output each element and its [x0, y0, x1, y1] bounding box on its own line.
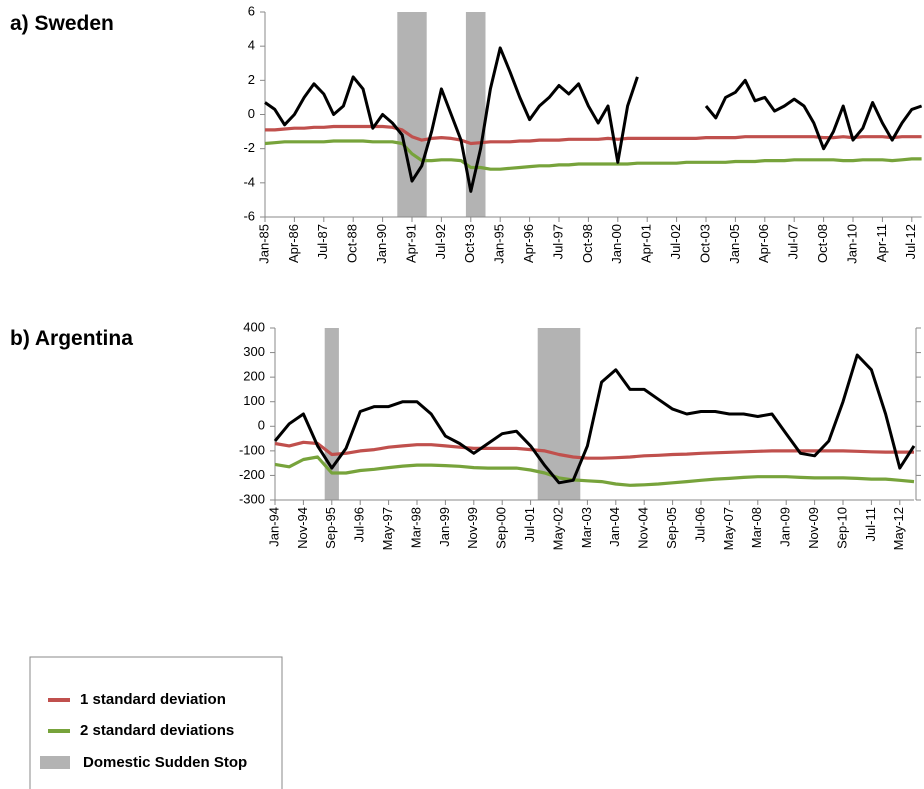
x-tick-label: Sep-10: [834, 507, 849, 549]
series-line: [274, 455, 915, 487]
x-tick-label: Mar-98: [408, 507, 423, 548]
x-tick-label: Apr-11: [874, 224, 889, 262]
x-tick-label: Jul-11: [863, 507, 878, 541]
x-tick-label: Jul-07: [786, 224, 801, 259]
legend-label: Domestic Sudden Stop: [83, 754, 247, 771]
sudden-stop-band: [397, 12, 427, 217]
x-tick-label: Jul-92: [433, 224, 448, 259]
x-tick-label: Nov-94: [295, 507, 310, 549]
plot: -6 -4 -2 0 2 4 6 Jan-85 Apr-86 Jul-87 Oct-88 Jan-90…: [243, 3, 923, 264]
x-tick-label: Nov-99: [465, 507, 480, 549]
x-tick-label: Jan-90: [374, 224, 389, 264]
x-tick-label: Jan-05: [727, 224, 742, 264]
y-tick-label: 400: [243, 319, 265, 334]
chart-title: a) Sweden: [10, 12, 114, 35]
x-tick-label: Nov-04: [636, 507, 651, 549]
legend-box: [29, 656, 283, 789]
y-tick-label: 200: [243, 369, 265, 384]
y-tick-label: 100: [243, 393, 265, 408]
y-tick-label: -200: [239, 467, 265, 482]
x-tick-label: May-97: [380, 507, 395, 550]
x-tick-label: Jul-87: [315, 224, 330, 259]
y-tick-label: 2: [248, 72, 255, 87]
y-tick-label: 4: [248, 38, 255, 53]
x-tick-label: Jan-09: [778, 507, 793, 547]
x-tick-label: Jan-95: [492, 224, 507, 264]
right-axis: [915, 327, 921, 501]
x-tick-label: May-12: [891, 507, 906, 550]
x-tick-label: Jul-01: [522, 507, 537, 542]
y-tick-label: 6: [248, 3, 255, 18]
y-tick-label: 0: [248, 106, 255, 121]
x-tick-label: Jul-06: [692, 507, 707, 542]
y-tick-label: -100: [239, 442, 265, 457]
series-line: [264, 46, 923, 193]
chart-title: b) Argentina: [10, 327, 133, 350]
x-tick-label: Nov-09: [806, 507, 821, 549]
series-line: [274, 440, 914, 460]
x-tick-label: Apr-96: [521, 224, 536, 263]
x-tick-label: Jan-85: [256, 224, 271, 264]
x-tick-label: Jul-12: [903, 224, 918, 259]
y-tick-label: -6: [243, 208, 255, 223]
y-tick-label: -2: [243, 140, 255, 155]
x-tick-label: Oct-03: [697, 224, 712, 263]
x-tick-label: Jul-97: [550, 224, 565, 259]
x-tick-label: May-02: [550, 507, 565, 550]
legend: 1 standard deviation 2 standard deviatio…: [29, 656, 283, 789]
x-tick-label: Jan-94: [266, 507, 281, 547]
x-tick-label: Apr-01: [639, 224, 654, 263]
x-tick-label: Jan-04: [607, 507, 622, 547]
x-tick-label: Oct-93: [462, 224, 477, 263]
x-tick-label: Jul-96: [352, 507, 367, 542]
sudden-stop-band: [537, 328, 581, 500]
legend-label: 1 standard deviation: [80, 691, 226, 708]
x-tick-label: Jul-02: [668, 224, 683, 259]
series-line: [273, 353, 916, 485]
x-tick-label: Apr-91: [403, 224, 418, 263]
plot: -300 -200 -100 0 100 200 300 400 Jan-94 Nov-94 Sep…: [239, 319, 916, 550]
series-line: [264, 139, 922, 171]
x-tick-label: Sep-00: [494, 507, 509, 549]
x-tick-label: Jan-10: [844, 224, 859, 264]
x-tick-label: Oct-98: [580, 224, 595, 263]
sudden-stop-band: [324, 328, 339, 500]
legend-label: 2 standard deviations: [80, 722, 234, 739]
y-tick-label: 0: [258, 418, 265, 433]
x-tick-label: Sep-05: [664, 507, 679, 549]
x-tick-label: Apr-06: [756, 224, 771, 263]
x-tick-label: Jan-00: [609, 224, 624, 264]
x-tick-label: May-07: [721, 507, 736, 550]
y-tick-label: -300: [239, 491, 265, 506]
y-tick-label: 300: [243, 344, 265, 359]
x-tick-label: Mar-03: [579, 507, 594, 548]
x-tick-label: Sep-95: [323, 507, 338, 549]
x-tick-label: Oct-08: [815, 224, 830, 263]
x-tick-label: Mar-08: [749, 507, 764, 548]
x-tick-label: Oct-88: [345, 224, 360, 263]
x-tick-label: Jan-99: [437, 507, 452, 547]
x-tick-label: Apr-86: [286, 224, 301, 263]
y-tick-label: -4: [243, 174, 255, 189]
legend-swatch: [40, 756, 70, 769]
